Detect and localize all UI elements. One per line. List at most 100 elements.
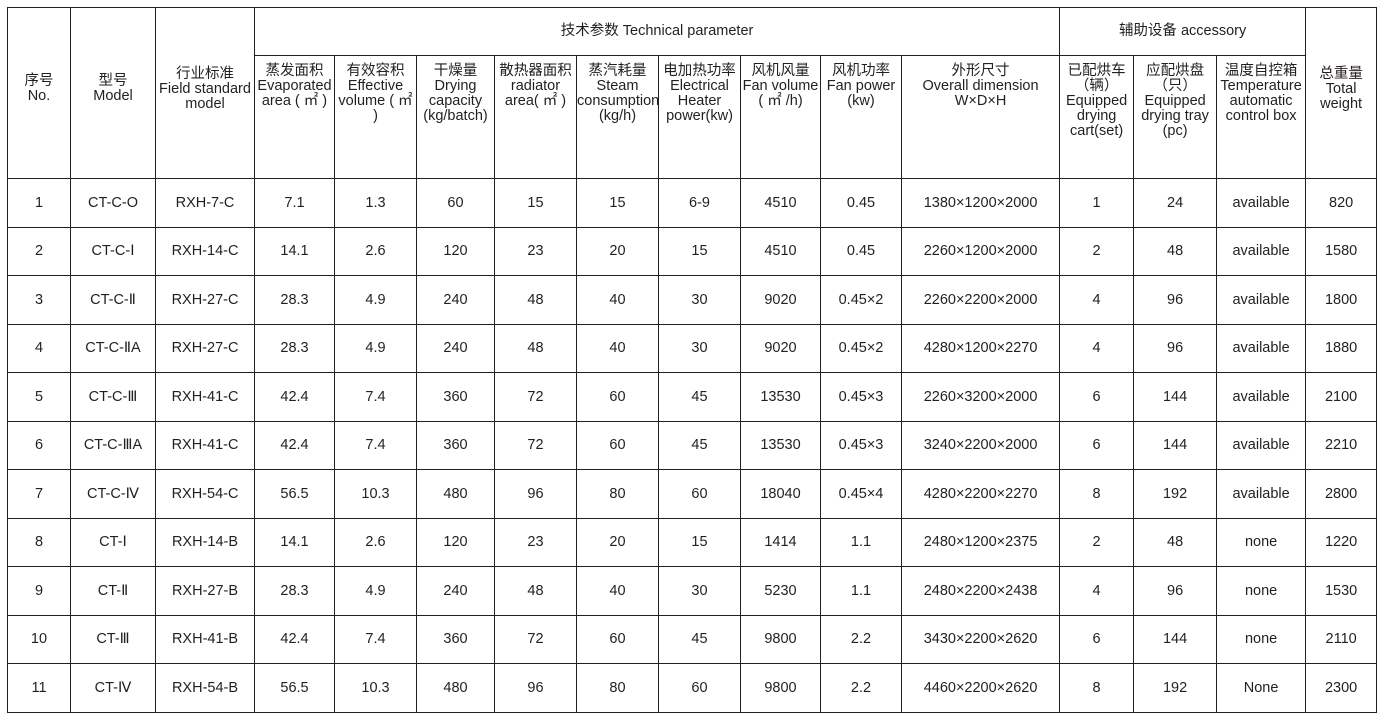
table-cell: 9 xyxy=(7,566,71,616)
header-zh-label: 已配烘车（辆） xyxy=(1067,63,1126,94)
table-cell: 80 xyxy=(576,469,659,519)
table-cell: 15 xyxy=(494,178,577,228)
table-cell: 7.4 xyxy=(334,614,417,664)
table-cell: 4460×2200×2620 xyxy=(900,663,1061,713)
table-cell: RXH-41-C xyxy=(155,420,255,470)
table-row: 7 CT-C-Ⅳ RXH-54-C 56.5 10.3 480 96 80 60 18040 0.4… xyxy=(7,469,1378,519)
header-drying-tray: 应配烘盘（只） Equipped drying tray (pc) xyxy=(1133,55,1218,179)
table-cell: 80 xyxy=(576,663,659,713)
table-cell: available xyxy=(1216,178,1307,228)
table-cell: 5230 xyxy=(740,566,821,616)
header-steam-consumption: 蒸汽耗量 Steam consumption (kg/h) xyxy=(576,55,659,179)
table-cell: 7.1 xyxy=(254,178,335,228)
table-cell: 2.6 xyxy=(334,517,417,567)
header-drying-cart: 已配烘车（辆） Equipped drying cart(set) xyxy=(1059,55,1135,179)
table-row: 5 CT-C-Ⅲ RXH-41-C 42.4 7.4 360 72 60 45 13530 0.45… xyxy=(7,372,1378,422)
table-cell: CT-C-Ⅰ xyxy=(70,226,156,276)
table-cell: 1414 xyxy=(740,517,821,567)
header-zh-label: 干燥量 xyxy=(433,63,478,79)
table-cell: 28.3 xyxy=(254,323,335,373)
table-cell: 40 xyxy=(576,275,659,325)
table-cell: 820 xyxy=(1305,178,1378,228)
table-cell: 0.45 xyxy=(820,178,902,228)
table-cell: 5 xyxy=(7,372,71,422)
table-cell: 60 xyxy=(658,469,741,519)
table-cell: 0.45×4 xyxy=(820,469,902,519)
table-cell: 4510 xyxy=(740,178,821,228)
table-cell: 42.4 xyxy=(254,372,335,422)
table-cell: 2100 xyxy=(1305,372,1378,422)
table-cell: RXH-14-C xyxy=(155,226,255,276)
table-cell: 4280×2200×2270 xyxy=(900,469,1061,519)
table-cell: 6-9 xyxy=(658,178,741,228)
table-cell: 4280×1200×2270 xyxy=(900,323,1061,373)
table-row: 3 CT-C-Ⅱ RXH-27-C 28.3 4.9 240 48 40 30 9020 0.45×… xyxy=(7,275,1378,325)
table-cell: CT-C-O xyxy=(70,178,156,228)
table-row: 8 CT-Ⅰ RXH-14-B 14.1 2.6 120 23 20 15 1414 1.1 2480… xyxy=(7,517,1378,567)
table-cell: RXH-41-C xyxy=(155,372,255,422)
table-cell: 2.2 xyxy=(820,663,902,713)
table-cell: CT-C-ⅡA xyxy=(70,323,156,373)
table-row: 2 CT-C-Ⅰ RXH-14-C 14.1 2.6 120 23 20 15 4510 0.45 2… xyxy=(7,226,1378,276)
table-cell: RXH-7-C xyxy=(155,178,255,228)
table-cell: 2300 xyxy=(1305,663,1378,713)
header-model: 型号 Model xyxy=(70,7,156,179)
table-cell: 72 xyxy=(494,614,577,664)
header-zh-label: 散热器面积 xyxy=(499,63,572,79)
table-cell: 60 xyxy=(576,372,659,422)
table-cell: 7 xyxy=(7,469,71,519)
table-cell: 30 xyxy=(658,323,741,373)
table-cell: 40 xyxy=(576,323,659,373)
table-cell: 2260×2200×2000 xyxy=(900,275,1061,325)
table-cell: None xyxy=(1216,663,1307,713)
table-cell: 1.1 xyxy=(820,517,902,567)
table-cell: 4 xyxy=(7,323,71,373)
table-cell: 120 xyxy=(416,226,495,276)
table-row: 1 CT-C-O RXH-7-C 7.1 1.3 60 15 15 6-9 4510 0.45 138… xyxy=(7,178,1378,228)
table-cell: available xyxy=(1216,469,1307,519)
table-cell: 360 xyxy=(416,614,495,664)
table-cell: 192 xyxy=(1133,469,1218,519)
table-cell: 14.1 xyxy=(254,226,335,276)
header-fan-volume: 风机风量 Fan volume ( ㎡ /h) xyxy=(740,55,821,179)
header-overall-dimension: 外形尺寸 Overall dimension W×D×H xyxy=(900,55,1061,179)
table-cell: 13530 xyxy=(740,372,821,422)
table-cell: 1.1 xyxy=(820,566,902,616)
header-zh-label: 有效容积 xyxy=(346,63,405,79)
table-cell: 60 xyxy=(416,178,495,228)
table-cell: 1380×1200×2000 xyxy=(900,178,1061,228)
table-row: 11 CT-Ⅳ RXH-54-B 56.5 10.3 480 96 80 60 9800 2.2 44… xyxy=(7,663,1378,713)
table-cell: 45 xyxy=(658,614,741,664)
table-cell: 144 xyxy=(1133,420,1218,470)
table-cell: 48 xyxy=(494,275,577,325)
table-cell: 1530 xyxy=(1305,566,1378,616)
header-en-label: Fan volume ( ㎡ /h) xyxy=(742,78,819,109)
table-cell: 2480×1200×2375 xyxy=(900,517,1061,567)
header-effective-volume: 有效容积 Effective volume ( ㎡ ) xyxy=(334,55,417,179)
header-en-label: Overall dimension W×D×H xyxy=(922,78,1039,109)
table-cell: 2800 xyxy=(1305,469,1378,519)
table-cell: CT-Ⅲ xyxy=(70,614,156,664)
table-cell: 14.1 xyxy=(254,517,335,567)
header-evaporated-area: 蒸发面积 Evaporated area ( ㎡ ) xyxy=(254,55,335,179)
table-cell: available xyxy=(1216,323,1307,373)
header-zh-label: 应配烘盘（只） xyxy=(1146,63,1205,94)
table-cell: 9020 xyxy=(740,323,821,373)
header-accessory: 辅助设备 accessory xyxy=(1059,7,1307,56)
table-cell: RXH-54-C xyxy=(155,469,255,519)
table-cell: 240 xyxy=(416,275,495,325)
table-cell: RXH-14-B xyxy=(155,517,255,567)
header-en-label: Equipped drying tray (pc) xyxy=(1141,93,1209,139)
table-cell: 96 xyxy=(494,663,577,713)
table-cell: 96 xyxy=(1133,323,1218,373)
table-cell: CT-C-Ⅱ xyxy=(70,275,156,325)
table-cell: 2 xyxy=(1059,226,1135,276)
table-cell: CT-Ⅱ xyxy=(70,566,156,616)
table-cell: 13530 xyxy=(740,420,821,470)
table-cell: 144 xyxy=(1133,614,1218,664)
table-cell: CT-Ⅳ xyxy=(70,663,156,713)
table-cell: 1800 xyxy=(1305,275,1378,325)
table-cell: 1580 xyxy=(1305,226,1378,276)
header-zh-label: 风机功率 xyxy=(832,63,890,79)
table-cell: 4.9 xyxy=(334,275,417,325)
